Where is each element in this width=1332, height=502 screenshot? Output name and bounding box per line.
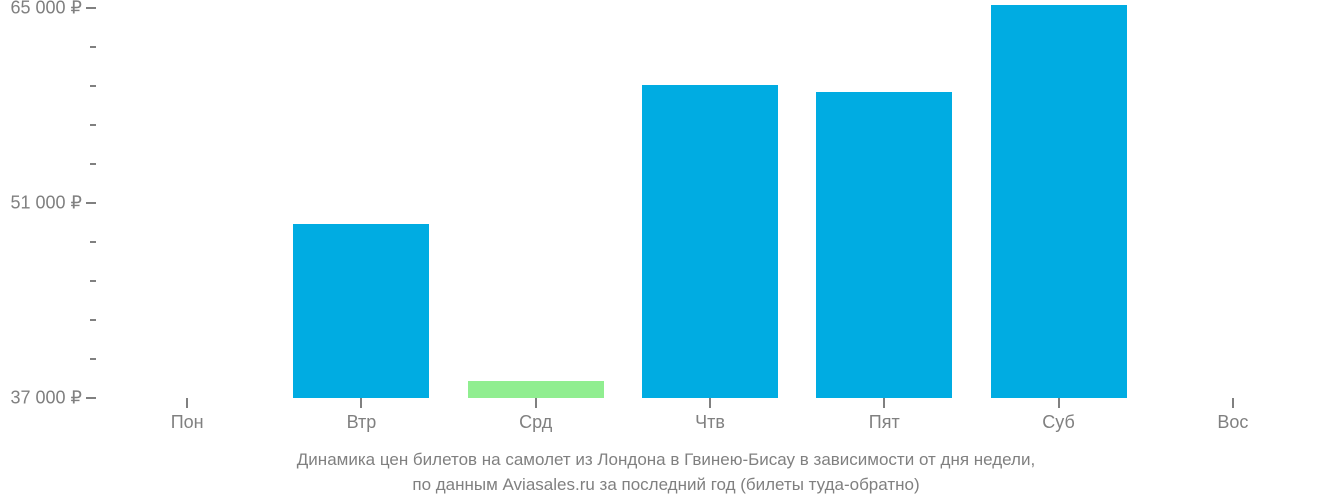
- x-tick-label: Суб: [1042, 412, 1075, 433]
- x-label-slot: Вос: [1146, 398, 1320, 438]
- bar: [642, 85, 778, 398]
- y-tick-label: 51 000 ₽: [10, 193, 82, 214]
- x-tick-mark: [186, 398, 188, 408]
- y-minor-tick-mark: [90, 319, 96, 321]
- bar-slot: [274, 8, 448, 398]
- y-tick-mark: [86, 202, 96, 204]
- y-tick-label: 37 000 ₽: [10, 388, 82, 409]
- x-tick-label: Пят: [869, 412, 900, 433]
- y-minor-tick-mark: [90, 358, 96, 360]
- y-tick-mark: [86, 7, 96, 9]
- bar-slot: [1146, 8, 1320, 398]
- x-tick-label: Втр: [347, 412, 377, 433]
- x-label-slot: Пон: [100, 398, 274, 438]
- x-label-slot: Пят: [797, 398, 971, 438]
- x-label-slot: Суб: [971, 398, 1145, 438]
- x-tick-mark: [535, 398, 537, 408]
- x-tick-label: Пон: [171, 412, 204, 433]
- bar-slot: [449, 8, 623, 398]
- x-axis: Пон Втр Срд Чтв Пят Суб Вос: [100, 398, 1320, 438]
- x-tick-mark: [1058, 398, 1060, 408]
- y-minor-tick-mark: [90, 163, 96, 165]
- y-tick-label: 65 000 ₽: [10, 0, 82, 19]
- x-label-slot: Срд: [449, 398, 623, 438]
- bar-slot: [797, 8, 971, 398]
- x-label-slot: Втр: [274, 398, 448, 438]
- y-minor-tick-mark: [90, 124, 96, 126]
- bar-slot: [971, 8, 1145, 398]
- bar: [293, 224, 429, 398]
- caption-line-1: Динамика цен билетов на самолет из Лондо…: [0, 448, 1332, 473]
- y-tick-mark: [86, 397, 96, 399]
- x-tick-label: Вос: [1217, 412, 1248, 433]
- bar: [991, 5, 1127, 398]
- bars-group: [100, 8, 1320, 398]
- x-tick-label: Срд: [519, 412, 552, 433]
- bar: [468, 381, 604, 398]
- y-minor-tick-mark: [90, 46, 96, 48]
- x-tick-label: Чтв: [695, 412, 725, 433]
- y-minor-tick-mark: [90, 241, 96, 243]
- x-label-slot: Чтв: [623, 398, 797, 438]
- price-by-weekday-chart: 37 000 ₽51 000 ₽65 000 ₽ ПонВтрСрдЧтвПят…: [0, 0, 1332, 502]
- bar-slot: [623, 8, 797, 398]
- x-tick-mark: [883, 398, 885, 408]
- bar: [816, 92, 952, 398]
- bar-slot: [100, 8, 274, 398]
- x-tick-mark: [709, 398, 711, 408]
- chart-caption: Динамика цен билетов на самолет из Лондо…: [0, 448, 1332, 497]
- caption-line-2: по данным Aviasales.ru за последний год …: [0, 473, 1332, 498]
- plot-area: [100, 8, 1320, 398]
- y-axis: 37 000 ₽51 000 ₽65 000 ₽: [0, 8, 100, 398]
- y-minor-tick-mark: [90, 280, 96, 282]
- y-minor-tick-mark: [90, 85, 96, 87]
- x-tick-mark: [1232, 398, 1234, 408]
- x-tick-mark: [360, 398, 362, 408]
